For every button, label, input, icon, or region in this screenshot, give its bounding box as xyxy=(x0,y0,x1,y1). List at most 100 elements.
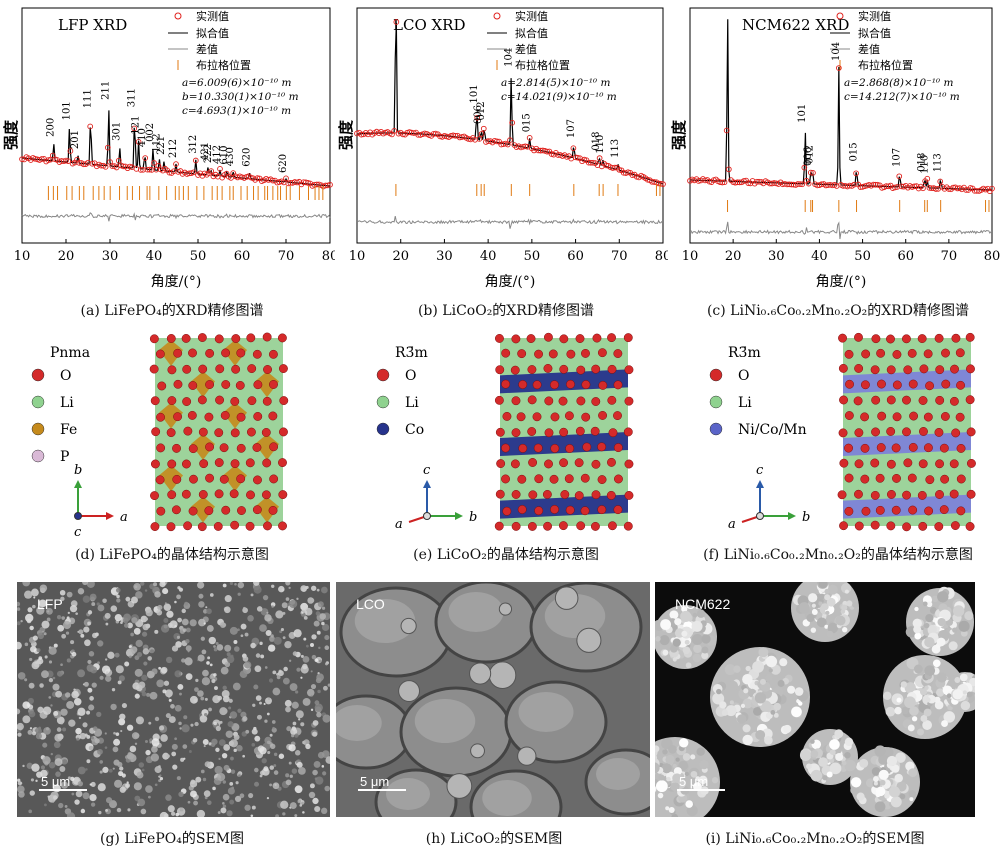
primary-grain xyxy=(745,665,751,672)
oxygen-atom xyxy=(892,350,902,359)
oxygen-atom xyxy=(221,380,231,389)
particle xyxy=(202,777,207,782)
particle xyxy=(78,716,82,720)
space-group: R3̄m xyxy=(395,345,428,361)
oxygen-atom xyxy=(544,396,554,406)
observed-point xyxy=(590,159,596,166)
particle xyxy=(120,621,123,624)
particle xyxy=(28,682,35,689)
particle xyxy=(20,619,23,623)
oxygen-atom xyxy=(580,473,590,483)
particle xyxy=(260,770,265,776)
particle xyxy=(36,648,41,653)
particle xyxy=(158,779,162,783)
oxygen-atom xyxy=(501,443,511,453)
particle xyxy=(174,625,177,628)
oxygen-atom xyxy=(279,396,289,406)
particle xyxy=(237,582,245,589)
observed-point xyxy=(754,178,760,185)
particle xyxy=(202,739,209,745)
particle xyxy=(175,641,182,648)
observed-point xyxy=(788,181,795,188)
particle xyxy=(204,712,208,717)
primary-grain xyxy=(844,751,851,759)
particle xyxy=(114,613,123,622)
oxygen-atom xyxy=(263,521,272,531)
particle xyxy=(165,689,173,698)
particle xyxy=(114,652,120,658)
particle xyxy=(59,589,66,596)
oxygen-atom xyxy=(876,443,886,452)
oxygen-atom xyxy=(150,396,160,406)
particle xyxy=(272,687,281,696)
primary-grain xyxy=(794,687,804,696)
oxygen-atom xyxy=(877,411,887,421)
primary-grain xyxy=(846,600,853,607)
legend-atom-label: Li xyxy=(738,395,752,411)
oxygen-atom xyxy=(278,490,288,500)
particle xyxy=(118,675,125,682)
particle xyxy=(198,593,204,599)
particle xyxy=(194,687,199,692)
oxygen-atom xyxy=(516,412,526,422)
primary-grain xyxy=(904,682,916,694)
primary-grain xyxy=(873,781,878,786)
particle xyxy=(33,596,36,599)
primary-grain xyxy=(791,706,802,718)
legend-atom-p xyxy=(31,449,45,463)
primary-grain xyxy=(770,709,776,715)
primary-grain xyxy=(658,774,665,781)
oxygen-atom xyxy=(935,395,945,405)
particle xyxy=(211,678,216,684)
particle xyxy=(77,707,86,716)
primary-grain xyxy=(692,653,702,663)
primary-grain xyxy=(894,706,902,715)
particle xyxy=(102,766,109,774)
oxygen-atom xyxy=(534,349,544,359)
primary-grain xyxy=(685,662,692,669)
primary-grain xyxy=(672,763,677,769)
oxygen-atom xyxy=(575,334,585,344)
oxygen-atom xyxy=(188,348,197,358)
caption-h: (h) LiCoO₂的SEM图 xyxy=(425,831,563,847)
oxygen-atom xyxy=(528,490,538,500)
x-tick-label: 40 xyxy=(146,249,163,264)
oxygen-atom xyxy=(925,475,935,485)
peak-label: 012 xyxy=(476,101,487,120)
x-tick-label: 60 xyxy=(234,249,251,264)
oxygen-atom xyxy=(613,443,623,453)
particle xyxy=(44,803,47,807)
particle xyxy=(64,692,71,698)
particle xyxy=(35,733,42,740)
x-tick-label: 10 xyxy=(682,249,699,264)
primary-grain xyxy=(810,749,819,758)
particle xyxy=(272,782,280,790)
primary-grain xyxy=(826,771,833,778)
particle xyxy=(119,766,124,771)
particle xyxy=(124,661,130,667)
particle xyxy=(200,696,205,701)
oxygen-atom xyxy=(544,459,553,469)
oxygen-atom xyxy=(918,521,928,531)
observed-point xyxy=(87,123,94,130)
primary-grain xyxy=(740,703,746,709)
particle xyxy=(104,658,108,661)
particle xyxy=(105,675,112,682)
primary-grain xyxy=(827,584,838,595)
primary-grain xyxy=(844,589,849,594)
oxygen-atom xyxy=(278,364,288,374)
particle xyxy=(316,588,320,592)
oxygen-atom xyxy=(860,443,870,453)
particle xyxy=(242,716,248,722)
oxygen-atom xyxy=(269,474,279,484)
particle xyxy=(27,607,33,613)
primary-grain xyxy=(777,679,785,687)
particle xyxy=(298,767,306,775)
scale-bar xyxy=(677,789,725,791)
particle xyxy=(176,635,180,639)
particle xyxy=(99,770,103,774)
particle xyxy=(181,658,186,663)
particle xyxy=(188,750,192,753)
primary-grain xyxy=(655,786,657,793)
particle xyxy=(45,607,53,615)
